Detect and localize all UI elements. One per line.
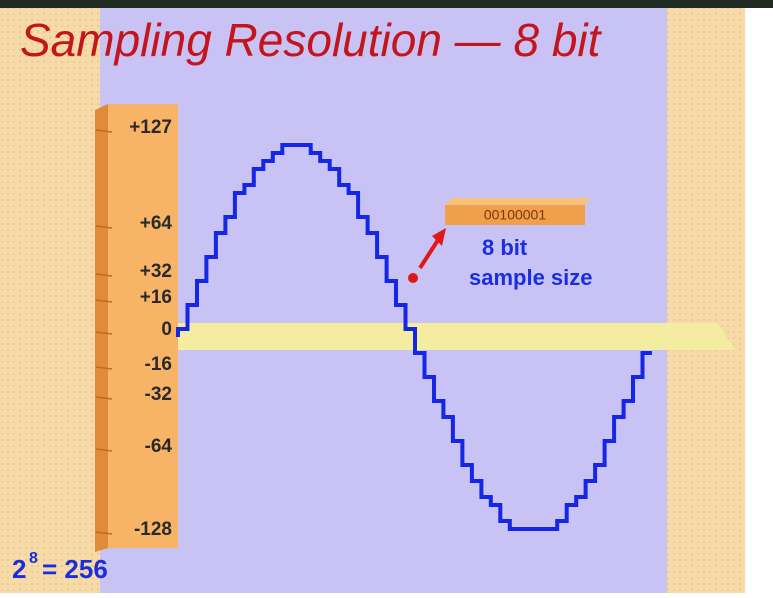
scale-notch	[95, 129, 113, 133]
scale-notch	[95, 366, 113, 370]
formula-result: = 256	[42, 554, 108, 584]
scale-notch	[95, 273, 113, 277]
zero-band	[178, 323, 735, 350]
staircase-wave	[176, 143, 652, 531]
top-bar	[0, 0, 773, 8]
bits-box-top	[445, 198, 590, 205]
sample-label: 8 bit	[482, 235, 528, 260]
arrow-head	[432, 228, 446, 246]
scale-label: -64	[145, 436, 173, 457]
formula-exponent: 8	[29, 550, 38, 567]
formula-base: 2	[12, 554, 26, 584]
scale-notch	[95, 396, 113, 400]
panel	[100, 8, 667, 593]
scale-label: -16	[145, 354, 172, 375]
scale-label: 0	[161, 319, 172, 340]
ruler-side	[95, 104, 108, 552]
scale-label: +32	[140, 261, 172, 282]
scale-notch	[95, 225, 113, 229]
bits-box	[445, 205, 585, 225]
scale-notch	[95, 531, 113, 535]
title: Sampling Resolution — 8 bit	[20, 14, 603, 66]
scale-notch	[95, 448, 113, 452]
scale-label: +127	[129, 117, 172, 138]
bits-text: 00100001	[484, 207, 547, 223]
scale-label: +16	[140, 287, 172, 308]
sample-label: sample size	[469, 265, 593, 290]
scale-label: -32	[145, 384, 172, 405]
scale-notch	[95, 299, 113, 303]
ruler-face	[108, 104, 178, 548]
scale-notch	[95, 331, 113, 335]
scale-label: -128	[134, 519, 172, 540]
arrow	[418, 238, 440, 270]
sample-point	[408, 273, 418, 283]
scale-label: +64	[140, 213, 173, 234]
